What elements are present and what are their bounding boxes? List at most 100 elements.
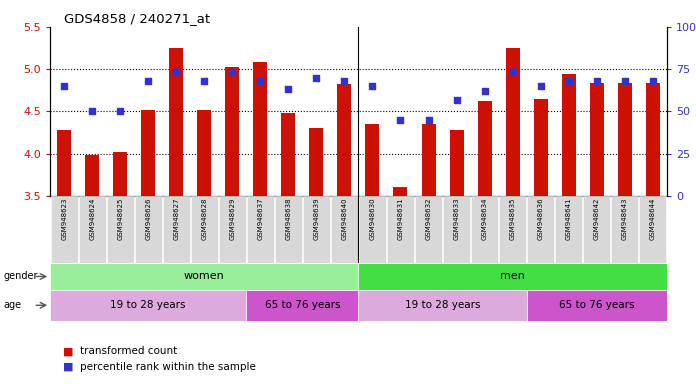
Text: GSM948641: GSM948641 — [566, 198, 571, 240]
Bar — [618, 83, 632, 196]
Bar — [310, 128, 324, 196]
Bar — [527, 290, 667, 321]
Bar — [365, 124, 379, 196]
Point — [115, 108, 126, 114]
Point — [283, 86, 294, 93]
Point — [339, 78, 350, 84]
Bar — [331, 196, 358, 263]
Text: percentile rank within the sample: percentile rank within the sample — [80, 362, 256, 372]
Text: GSM948644: GSM948644 — [650, 198, 656, 240]
Text: GSM948637: GSM948637 — [258, 198, 263, 240]
Point — [199, 78, 210, 84]
Bar — [106, 196, 134, 263]
Text: GSM948631: GSM948631 — [397, 198, 404, 240]
Point — [563, 78, 574, 84]
Bar — [422, 124, 436, 196]
Text: GDS4858 / 240271_at: GDS4858 / 240271_at — [64, 12, 210, 25]
Bar — [281, 113, 295, 196]
Text: GSM948643: GSM948643 — [622, 198, 628, 240]
Text: GSM948639: GSM948639 — [313, 198, 319, 240]
Bar — [359, 196, 386, 263]
Text: women: women — [184, 271, 225, 281]
Bar — [50, 263, 358, 290]
Text: GSM948627: GSM948627 — [173, 198, 180, 240]
Point — [647, 78, 658, 84]
Point — [591, 78, 602, 84]
Point — [479, 88, 490, 94]
Bar — [253, 62, 267, 196]
Point — [423, 117, 434, 123]
Text: GSM948635: GSM948635 — [509, 198, 516, 240]
Bar — [450, 130, 464, 196]
Bar — [169, 48, 183, 196]
Bar — [79, 196, 106, 263]
Text: 19 to 28 years: 19 to 28 years — [111, 300, 186, 310]
Text: GSM948642: GSM948642 — [594, 198, 600, 240]
Bar — [358, 290, 527, 321]
Bar — [583, 196, 610, 263]
Bar — [505, 48, 520, 196]
Point — [58, 83, 70, 89]
Bar — [338, 84, 351, 196]
Text: ■: ■ — [63, 362, 73, 372]
Bar — [534, 99, 548, 196]
Bar — [471, 196, 498, 263]
Point — [227, 70, 238, 76]
Bar — [191, 196, 218, 263]
Bar — [57, 130, 71, 196]
Text: GSM948634: GSM948634 — [482, 198, 488, 240]
Bar — [640, 196, 666, 263]
Text: transformed count: transformed count — [80, 346, 177, 356]
Bar — [590, 83, 603, 196]
Bar — [226, 66, 239, 196]
Text: GSM948633: GSM948633 — [454, 198, 459, 240]
Bar — [113, 152, 127, 196]
Bar — [303, 196, 330, 263]
Text: GSM948626: GSM948626 — [145, 198, 151, 240]
Point — [143, 78, 154, 84]
Point — [367, 83, 378, 89]
Point — [395, 117, 406, 123]
Text: GSM948640: GSM948640 — [342, 198, 347, 240]
Bar — [393, 187, 407, 196]
Bar — [51, 196, 77, 263]
Point — [507, 70, 518, 76]
Bar — [197, 110, 212, 196]
Point — [535, 83, 546, 89]
Bar — [499, 196, 526, 263]
Point — [171, 70, 182, 76]
Bar — [611, 196, 638, 263]
Text: GSM948628: GSM948628 — [201, 198, 207, 240]
Bar — [562, 74, 576, 196]
Text: GSM948625: GSM948625 — [117, 198, 123, 240]
Bar — [443, 196, 470, 263]
Bar — [358, 263, 667, 290]
Bar — [387, 196, 414, 263]
Text: GSM948636: GSM948636 — [537, 198, 544, 240]
Text: ■: ■ — [63, 346, 73, 356]
Text: GSM948638: GSM948638 — [285, 198, 292, 240]
Point — [255, 78, 266, 84]
Bar — [247, 196, 274, 263]
Text: age: age — [3, 300, 22, 310]
Bar — [275, 196, 302, 263]
Text: GSM948629: GSM948629 — [229, 198, 235, 240]
Bar — [477, 101, 491, 196]
Bar — [527, 196, 554, 263]
Point — [86, 108, 97, 114]
Bar — [646, 83, 660, 196]
Bar — [163, 196, 190, 263]
Bar — [50, 290, 246, 321]
Point — [451, 96, 462, 103]
Text: gender: gender — [3, 271, 38, 281]
Text: 65 to 76 years: 65 to 76 years — [559, 300, 635, 310]
Text: men: men — [500, 271, 525, 281]
Text: GSM948624: GSM948624 — [89, 198, 95, 240]
Bar — [135, 196, 161, 263]
Point — [619, 78, 631, 84]
Text: 19 to 28 years: 19 to 28 years — [405, 300, 480, 310]
Bar — [141, 110, 155, 196]
Bar — [415, 196, 442, 263]
Text: GSM948623: GSM948623 — [61, 198, 67, 240]
Bar — [219, 196, 246, 263]
